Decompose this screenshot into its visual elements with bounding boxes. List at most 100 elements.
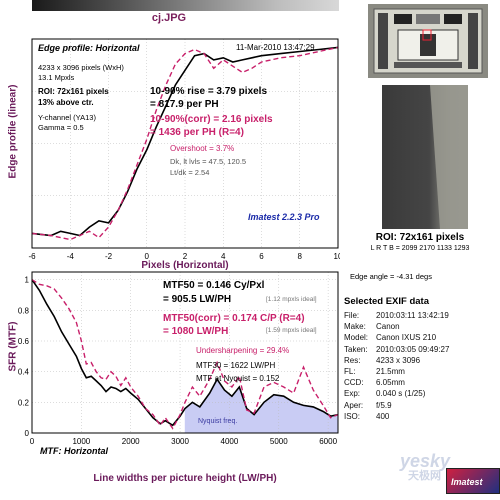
exif-value: 0.040 s (1/25): [376, 389, 426, 399]
edge-info-1: 4233 x 3096 pixels (WxH): [38, 63, 124, 72]
mtf-ylabel: SFR (MTF): [7, 321, 19, 372]
edge-x-tick-label: 6: [259, 252, 264, 261]
exif-value: 6.05mm: [376, 378, 405, 388]
edge-x-tick-label: -4: [67, 252, 75, 261]
exif-value: 2010:03:05 09:49:27: [376, 344, 450, 354]
edge-plot-frame: [31, 38, 339, 249]
exif-row: ISO: 400: [344, 412, 389, 421]
exif-value: 400: [376, 411, 390, 421]
edge-profile-corr-line: [31, 46, 339, 241]
test-chart-thumbnail: [368, 4, 488, 78]
exif-value: Canon: [376, 322, 400, 332]
edge-x-tick-label: 4: [221, 252, 226, 261]
rise-corr-2: = 1436 per PH (R=4): [150, 127, 244, 138]
exif-key: CCD:: [344, 378, 364, 388]
roi-image: [382, 85, 468, 229]
exif-row: File: 2010:03:11 13:42:19: [344, 311, 449, 320]
mtf50-ideal: [1.12 mpxls ideal]: [266, 296, 317, 303]
mtf-y-tick-label: 0: [25, 429, 30, 438]
exif-key: Taken:: [344, 344, 368, 354]
imatest-logo-box: Imatest: [446, 468, 500, 494]
exif-value: 2010:03:11 13:42:19: [376, 311, 449, 320]
exif-row: Taken: 2010:03:05 09:49:27: [344, 345, 449, 354]
levels-2: Lt/dk = 2.54: [170, 168, 210, 177]
exif-key: Model:: [344, 333, 369, 343]
edge-x-tick-label: 2: [183, 252, 188, 261]
mtf-x-tick-label: 5000: [270, 437, 288, 446]
exif-value: 4233 x 3096: [376, 355, 421, 365]
edge-roi-1: ROI: 72x161 pixels: [38, 87, 109, 96]
mtf-y-tick-label: 0.6: [18, 337, 30, 346]
mtf-x-tick-label: 4000: [221, 437, 239, 446]
exif-key: Make:: [344, 322, 366, 332]
mtf50-corr-ideal: [1.59 mpxls ideal]: [266, 327, 317, 334]
exif-list: File: 2010:03:11 13:42:19 Make: Canon Model:…: [344, 311, 494, 431]
mtf-y-tick-label: 0.8: [18, 306, 30, 315]
undersharpening: Undersharpening = 29.4%: [196, 346, 290, 355]
mtf-nyquist: MTF at Nyquist = 0.152: [196, 374, 280, 383]
edge-x-tick-label: 10: [334, 252, 340, 261]
mtf30: MTF30 = 1622 LW/PH: [196, 361, 276, 370]
imatest-brand: Imatest 2.2.3 Pro: [248, 212, 320, 222]
exif-key: Aper:: [344, 400, 364, 410]
roi-lrtb: L R T B = 2099 2170 1133 1293: [370, 245, 470, 252]
exif-row: CCD: 6.05mm: [344, 378, 405, 387]
nyquist-label: Nyquist freq.: [198, 418, 238, 425]
mtf-y-tick-label: 0.2: [18, 398, 30, 407]
overshoot: Overshoot = 3.7%: [170, 144, 235, 153]
yesky-logo: yesky 天极网: [400, 452, 462, 484]
exif-value: f/5.9: [376, 400, 392, 410]
mtf-x-tick-label: 2000: [122, 437, 140, 446]
roi-title: ROI: 72x161 pixels: [375, 232, 465, 243]
rise-corr-1: 10-90%(corr) = 2.16 pixels: [150, 114, 273, 125]
edge-ylabel: Edge profile (linear): [7, 84, 19, 179]
edge-angle: Edge angle = -4.31 degs: [350, 272, 432, 281]
exif-key: File:: [344, 311, 360, 320]
mtf50-1: MTF50 = 0.146 Cy/Pxl: [163, 280, 265, 291]
file-title: cj.JPG: [151, 12, 187, 24]
mtf50-corr-1: MTF50(corr) = 0.174 C/P (R=4): [163, 313, 305, 324]
mtf-footer: MTF: Horizontal: [40, 446, 108, 456]
exif-key: ISO:: [344, 411, 361, 421]
exif-key: Exp:: [344, 389, 361, 399]
imatest-logo-text: Imatest: [451, 477, 483, 487]
mtf-y-tick-label: 1: [25, 276, 30, 285]
exif-row: Make: Canon: [344, 322, 400, 331]
edge-channel-1: Y-channel (YA13): [38, 113, 96, 122]
edge-x-tick-label: -6: [28, 252, 36, 261]
mtf-x-tick-label: 6000: [319, 437, 337, 446]
edge-header: Edge profile: Horizontal: [38, 43, 140, 53]
mtf50-2: = 905.5 LW/PH: [163, 294, 232, 305]
exif-key: FL:: [344, 367, 356, 376]
mtf-y-tick-label: 0.4: [18, 368, 30, 377]
mtf-x-tick-label: 1000: [72, 437, 90, 446]
exif-row: Res: 4233 x 3096: [344, 356, 420, 365]
mtf-corr-line: [31, 279, 339, 430]
edge-info-2: 13.1 Mpxls: [38, 73, 75, 82]
edge-channel-2: Gamma = 0.5: [38, 123, 84, 132]
gray-strip: [32, 0, 339, 11]
mtf-plot-frame: [31, 271, 339, 434]
edge-profile-line: [31, 46, 339, 237]
yesky-logo-text: yesky: [400, 451, 451, 471]
mtf50-corr-2: = 1080 LW/PH: [163, 326, 229, 337]
rise-1: 10-90% rise = 3.79 pixels: [150, 86, 268, 97]
mtf-x-tick-label: 3000: [171, 437, 189, 446]
rise-2: = 817.9 per PH: [150, 99, 219, 110]
edge-x-tick-label: 0: [145, 252, 150, 261]
exif-key: Res:: [344, 355, 361, 365]
exif-row: Aper: f/5.9: [344, 401, 392, 410]
edge-profile-chart: -6 -4 -2 0 2 4 6 8 10: [28, 38, 340, 261]
exif-row: Model: Canon IXUS 210: [344, 333, 436, 342]
levels-1: Dk, lt lvls = 47.5, 120.5: [170, 157, 247, 166]
edge-xlabel: Pixels (Horizontal): [141, 260, 229, 271]
edge-roi-2: 13% above ctr.: [38, 98, 94, 107]
exif-title: Selected EXIF data: [344, 296, 430, 307]
mtf-xlabel: Line widths per picture height (LW/PH): [93, 473, 277, 484]
edge-x-tick-label: -2: [105, 252, 113, 261]
edge-x-tick-label: 8: [298, 252, 303, 261]
mtf-x-tick-label: 0: [30, 437, 35, 446]
exif-row: Exp: 0.040 s (1/25): [344, 389, 425, 398]
edge-date: 11-Mar-2010 13:47:29: [236, 43, 315, 52]
exif-value: Canon IXUS 210: [376, 333, 437, 343]
